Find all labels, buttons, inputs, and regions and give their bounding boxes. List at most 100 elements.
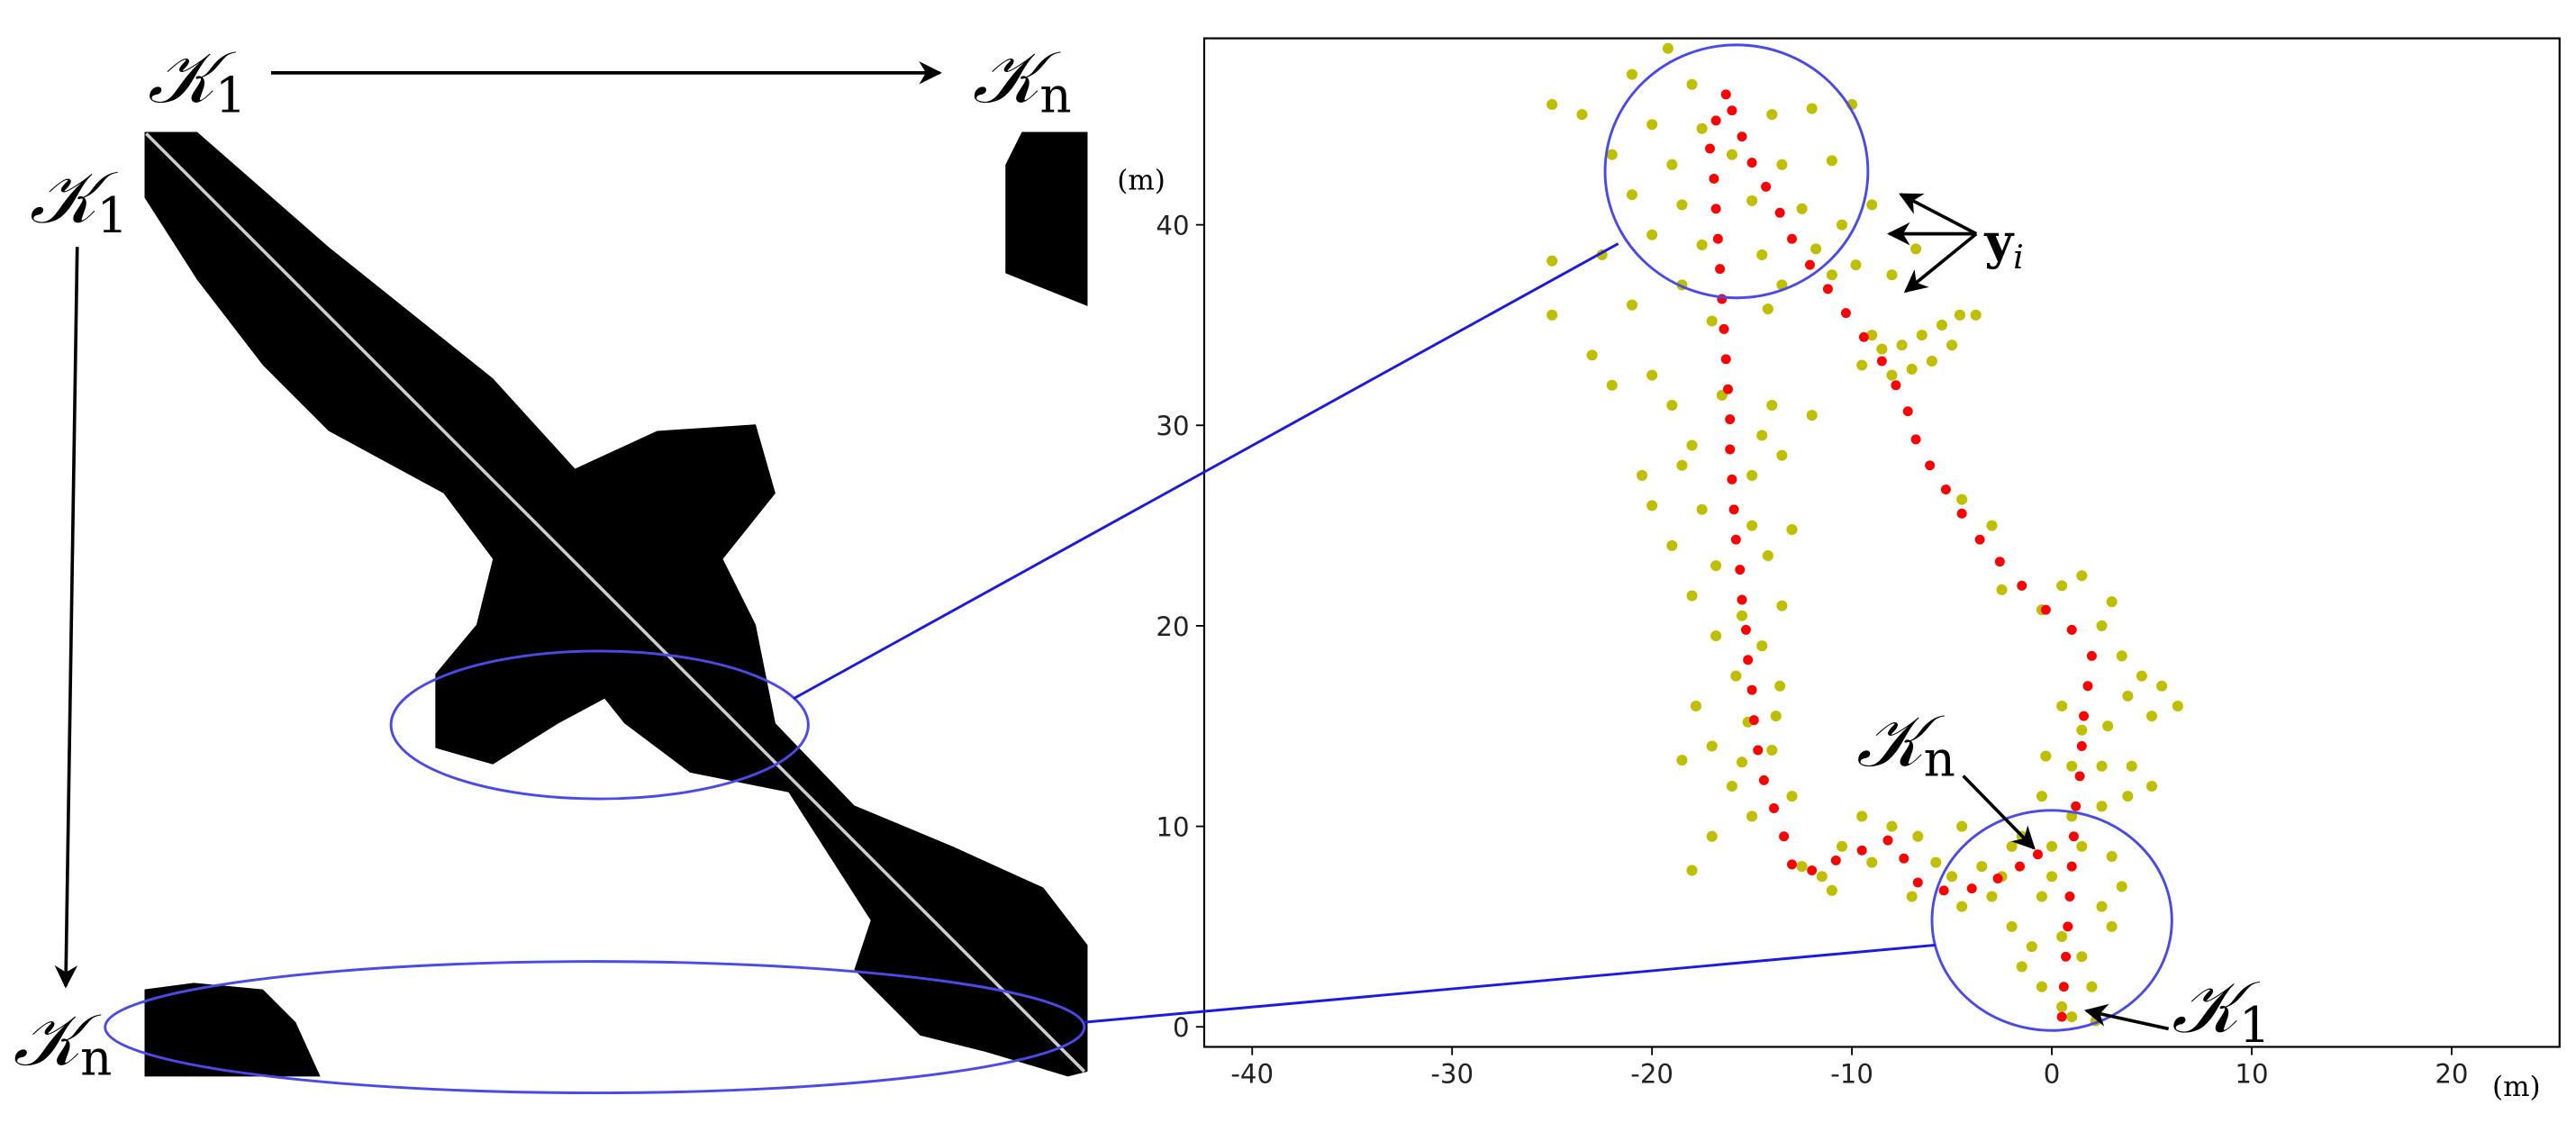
point xyxy=(1850,259,1862,271)
point xyxy=(1826,269,1837,281)
point xyxy=(1646,119,1658,131)
point xyxy=(1746,520,1758,531)
point xyxy=(2074,771,2085,782)
point xyxy=(1938,885,1949,896)
point xyxy=(1796,861,1808,873)
point xyxy=(2106,850,2118,862)
arrow xyxy=(2083,1003,2170,1031)
point xyxy=(1646,229,1658,240)
point xyxy=(2006,920,2018,932)
point xyxy=(2063,921,2073,932)
point xyxy=(2076,741,2087,751)
point xyxy=(1676,459,1688,471)
point xyxy=(1776,600,1788,611)
point xyxy=(1676,755,1688,766)
point xyxy=(1719,323,1729,334)
arrow xyxy=(54,247,79,989)
point xyxy=(1730,670,1742,682)
point xyxy=(1586,349,1598,361)
point xyxy=(1936,319,1947,331)
point xyxy=(1976,861,1988,873)
point xyxy=(1787,859,1797,870)
point xyxy=(1710,630,1722,642)
x-tick-label: -30 xyxy=(1430,1059,1474,1090)
point xyxy=(1840,308,1851,319)
point xyxy=(1756,430,1768,441)
point xyxy=(2079,711,2090,721)
point xyxy=(2066,624,2077,635)
point xyxy=(2076,951,2088,963)
point xyxy=(1686,865,1698,876)
point xyxy=(2096,760,2108,772)
subscript: 1 xyxy=(96,186,128,244)
point xyxy=(1547,309,1558,321)
point xyxy=(1899,853,1909,864)
point xyxy=(1912,877,1923,888)
point xyxy=(1722,384,1733,394)
point xyxy=(2145,781,2158,792)
point xyxy=(2106,920,2118,932)
arrow xyxy=(1962,774,2036,850)
symbol: y xyxy=(1983,213,2015,270)
arrow xyxy=(1899,193,1978,236)
point xyxy=(1710,560,1722,572)
point xyxy=(1726,781,1737,792)
point xyxy=(1925,460,1936,471)
point xyxy=(2086,981,2098,992)
point xyxy=(1779,831,1790,842)
point xyxy=(2056,700,2068,712)
point xyxy=(2061,951,2072,962)
point xyxy=(1725,444,1736,455)
point xyxy=(2033,849,2043,860)
point xyxy=(1906,891,1918,902)
point xyxy=(1686,78,1698,90)
point xyxy=(2071,801,2082,811)
point xyxy=(1994,557,2005,567)
point xyxy=(1756,249,1768,261)
y-tick-label: 30 xyxy=(1156,411,1189,441)
subscript: 1 xyxy=(215,67,247,124)
highlight-circle xyxy=(1603,43,1870,300)
point xyxy=(1882,835,1893,846)
point xyxy=(1826,155,1837,167)
point xyxy=(2076,570,2088,582)
point xyxy=(1606,149,1618,160)
connector xyxy=(793,242,1619,701)
point xyxy=(1676,199,1688,211)
point xyxy=(1886,269,1898,281)
point xyxy=(2056,580,2068,592)
point xyxy=(2058,982,2069,992)
point xyxy=(1746,684,1757,695)
point xyxy=(1547,99,1558,111)
point xyxy=(1662,42,1673,54)
point xyxy=(1974,534,1985,545)
matrix-label: 𝒦n xyxy=(14,999,113,1087)
point xyxy=(2076,724,2088,736)
point xyxy=(1709,173,1719,184)
x-axis-unit: (m) xyxy=(2492,1071,2541,1103)
y-tick-label: 0 xyxy=(1173,1012,1190,1043)
point xyxy=(2036,891,2047,902)
point xyxy=(1940,485,1951,494)
point xyxy=(1916,330,1927,341)
point xyxy=(1730,534,1741,545)
point xyxy=(2036,981,2047,992)
point xyxy=(1774,207,1785,218)
point xyxy=(1743,655,1754,666)
annotation: yi xyxy=(1983,213,2023,276)
point xyxy=(1970,309,1982,321)
point xyxy=(2136,670,2147,682)
point xyxy=(1996,584,2008,595)
point xyxy=(1706,740,1718,752)
point xyxy=(1576,109,1588,121)
point xyxy=(1690,700,1701,712)
point xyxy=(1866,330,1878,341)
point xyxy=(1876,356,1887,367)
point xyxy=(1696,503,1708,515)
point xyxy=(1756,640,1768,652)
arrow xyxy=(1903,232,1978,294)
point xyxy=(2122,690,2134,702)
point xyxy=(2016,961,2027,973)
plot-frame xyxy=(1202,37,2561,1048)
